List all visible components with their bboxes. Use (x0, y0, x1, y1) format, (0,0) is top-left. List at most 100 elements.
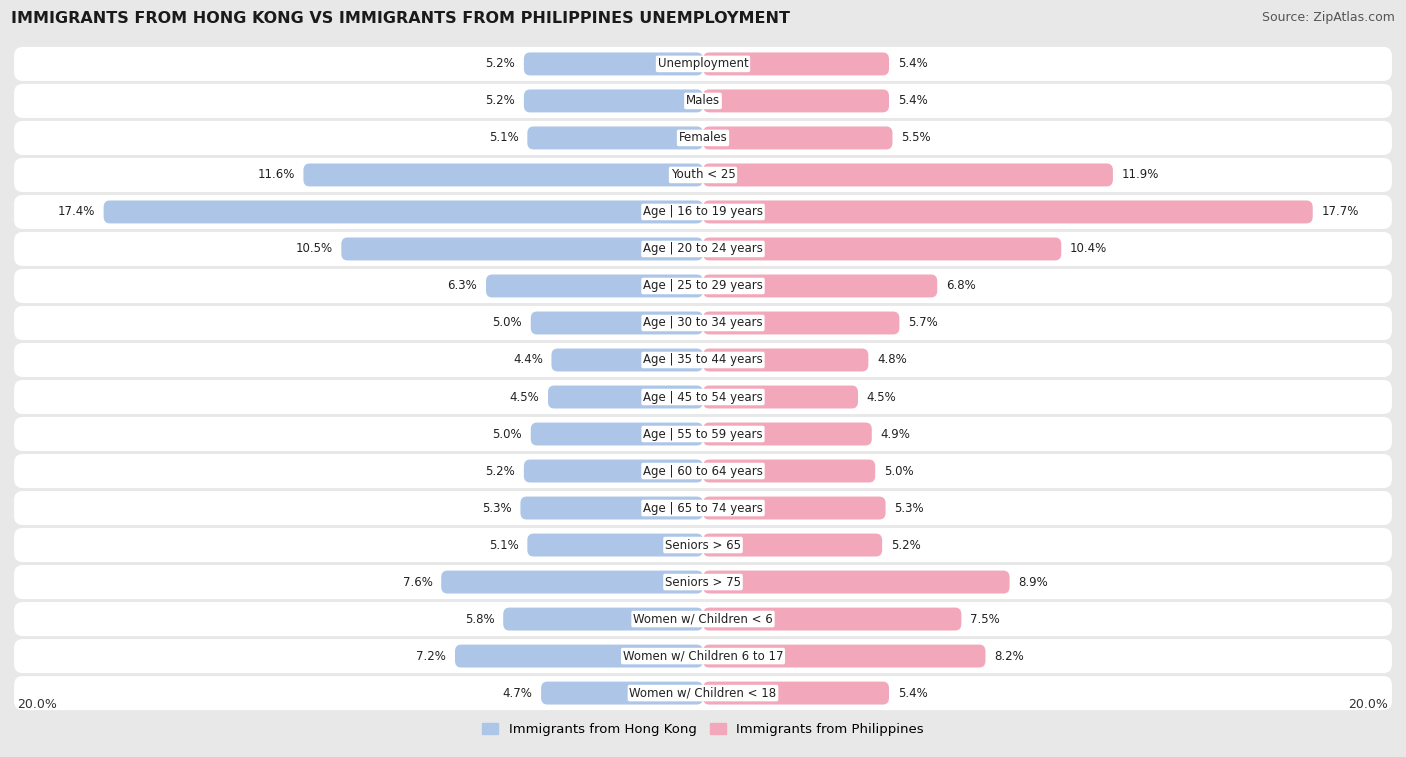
FancyBboxPatch shape (703, 238, 1062, 260)
Text: 5.0%: 5.0% (884, 465, 914, 478)
FancyBboxPatch shape (703, 164, 1114, 186)
FancyBboxPatch shape (14, 232, 1392, 266)
Text: Seniors > 65: Seniors > 65 (665, 538, 741, 552)
Text: Youth < 25: Youth < 25 (671, 169, 735, 182)
FancyBboxPatch shape (531, 422, 703, 445)
Text: 5.7%: 5.7% (908, 316, 938, 329)
Text: Unemployment: Unemployment (658, 58, 748, 70)
Legend: Immigrants from Hong Kong, Immigrants from Philippines: Immigrants from Hong Kong, Immigrants fr… (477, 718, 929, 742)
FancyBboxPatch shape (703, 422, 872, 445)
FancyBboxPatch shape (524, 52, 703, 76)
FancyBboxPatch shape (703, 89, 889, 112)
Text: Age | 45 to 54 years: Age | 45 to 54 years (643, 391, 763, 403)
Text: Females: Females (679, 132, 727, 145)
Text: 5.4%: 5.4% (897, 95, 928, 107)
FancyBboxPatch shape (703, 608, 962, 631)
Text: 8.2%: 8.2% (994, 650, 1024, 662)
Text: 5.4%: 5.4% (897, 58, 928, 70)
FancyBboxPatch shape (342, 238, 703, 260)
Text: 4.5%: 4.5% (509, 391, 540, 403)
Text: 4.4%: 4.4% (513, 354, 543, 366)
FancyBboxPatch shape (441, 571, 703, 593)
FancyBboxPatch shape (14, 602, 1392, 636)
FancyBboxPatch shape (304, 164, 703, 186)
Text: Age | 65 to 74 years: Age | 65 to 74 years (643, 502, 763, 515)
FancyBboxPatch shape (551, 348, 703, 372)
Text: 5.2%: 5.2% (485, 465, 515, 478)
FancyBboxPatch shape (703, 497, 886, 519)
FancyBboxPatch shape (703, 52, 889, 76)
Text: 4.9%: 4.9% (880, 428, 910, 441)
FancyBboxPatch shape (14, 121, 1392, 155)
FancyBboxPatch shape (531, 312, 703, 335)
FancyBboxPatch shape (14, 47, 1392, 81)
Text: 10.5%: 10.5% (295, 242, 333, 255)
Text: Age | 20 to 24 years: Age | 20 to 24 years (643, 242, 763, 255)
Text: 5.5%: 5.5% (901, 132, 931, 145)
Text: 4.8%: 4.8% (877, 354, 907, 366)
FancyBboxPatch shape (703, 312, 900, 335)
Text: 5.1%: 5.1% (489, 538, 519, 552)
Text: 5.3%: 5.3% (482, 502, 512, 515)
FancyBboxPatch shape (14, 84, 1392, 118)
FancyBboxPatch shape (527, 126, 703, 149)
FancyBboxPatch shape (14, 195, 1392, 229)
Text: 5.3%: 5.3% (894, 502, 924, 515)
FancyBboxPatch shape (14, 491, 1392, 525)
FancyBboxPatch shape (14, 306, 1392, 340)
Text: Age | 16 to 19 years: Age | 16 to 19 years (643, 205, 763, 219)
Text: 5.8%: 5.8% (465, 612, 495, 625)
FancyBboxPatch shape (524, 459, 703, 482)
Text: Women w/ Children < 18: Women w/ Children < 18 (630, 687, 776, 699)
FancyBboxPatch shape (14, 417, 1392, 451)
Text: Source: ZipAtlas.com: Source: ZipAtlas.com (1261, 11, 1395, 24)
FancyBboxPatch shape (14, 565, 1392, 599)
FancyBboxPatch shape (104, 201, 703, 223)
FancyBboxPatch shape (520, 497, 703, 519)
Text: 5.2%: 5.2% (485, 58, 515, 70)
Text: 11.9%: 11.9% (1122, 169, 1159, 182)
FancyBboxPatch shape (703, 201, 1313, 223)
Text: 5.2%: 5.2% (891, 538, 921, 552)
Text: Age | 60 to 64 years: Age | 60 to 64 years (643, 465, 763, 478)
FancyBboxPatch shape (14, 528, 1392, 562)
Text: Seniors > 75: Seniors > 75 (665, 575, 741, 588)
Text: Age | 30 to 34 years: Age | 30 to 34 years (643, 316, 763, 329)
FancyBboxPatch shape (14, 269, 1392, 303)
FancyBboxPatch shape (703, 126, 893, 149)
FancyBboxPatch shape (703, 385, 858, 409)
Text: 7.5%: 7.5% (970, 612, 1000, 625)
FancyBboxPatch shape (703, 534, 882, 556)
Text: 4.5%: 4.5% (866, 391, 897, 403)
FancyBboxPatch shape (548, 385, 703, 409)
FancyBboxPatch shape (703, 681, 889, 705)
Text: Women w/ Children < 6: Women w/ Children < 6 (633, 612, 773, 625)
FancyBboxPatch shape (14, 454, 1392, 488)
FancyBboxPatch shape (14, 158, 1392, 192)
FancyBboxPatch shape (541, 681, 703, 705)
FancyBboxPatch shape (527, 534, 703, 556)
FancyBboxPatch shape (703, 348, 869, 372)
FancyBboxPatch shape (503, 608, 703, 631)
Text: 7.2%: 7.2% (416, 650, 446, 662)
FancyBboxPatch shape (703, 459, 875, 482)
FancyBboxPatch shape (486, 275, 703, 298)
Text: 6.8%: 6.8% (946, 279, 976, 292)
Text: 5.0%: 5.0% (492, 316, 522, 329)
Text: Age | 35 to 44 years: Age | 35 to 44 years (643, 354, 763, 366)
Text: 5.4%: 5.4% (897, 687, 928, 699)
Text: Age | 55 to 59 years: Age | 55 to 59 years (643, 428, 763, 441)
Text: Males: Males (686, 95, 720, 107)
Text: 7.6%: 7.6% (402, 575, 433, 588)
FancyBboxPatch shape (14, 676, 1392, 710)
Text: 17.7%: 17.7% (1322, 205, 1358, 219)
Text: 11.6%: 11.6% (257, 169, 295, 182)
Text: 5.2%: 5.2% (485, 95, 515, 107)
Text: 20.0%: 20.0% (1348, 698, 1389, 711)
Text: Age | 25 to 29 years: Age | 25 to 29 years (643, 279, 763, 292)
FancyBboxPatch shape (703, 571, 1010, 593)
Text: 20.0%: 20.0% (17, 698, 58, 711)
Text: 5.1%: 5.1% (489, 132, 519, 145)
Text: 4.7%: 4.7% (502, 687, 533, 699)
FancyBboxPatch shape (14, 639, 1392, 673)
